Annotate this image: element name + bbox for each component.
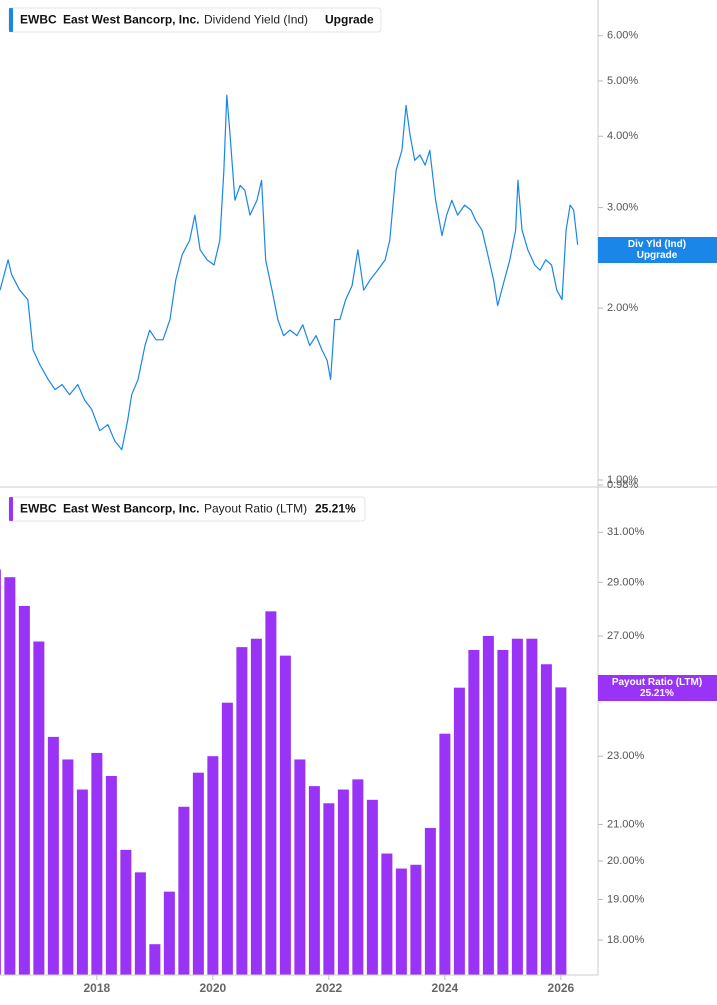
bar bbox=[294, 759, 306, 975]
bar bbox=[453, 687, 465, 975]
bar bbox=[33, 641, 45, 975]
y-tick-label: 4.00% bbox=[607, 130, 638, 142]
badge-label: Div Yld (Ind) bbox=[628, 239, 686, 250]
legend-value: Upgrade bbox=[325, 13, 374, 27]
y-tick-label: 31.00% bbox=[607, 526, 645, 538]
legend: EWBC East West Bancorp, Inc. Payout Rati… bbox=[8, 496, 366, 522]
bar bbox=[366, 799, 378, 975]
legend-company: East West Bancorp, Inc. bbox=[63, 502, 199, 516]
x-tick-label: 2022 bbox=[316, 981, 343, 995]
bar bbox=[511, 638, 523, 975]
legend-company: East West Bancorp, Inc. bbox=[63, 13, 199, 27]
bar bbox=[192, 772, 204, 975]
badge-value: 25.21% bbox=[640, 688, 674, 699]
y-tick-label: 21.00% bbox=[607, 818, 645, 830]
line-series bbox=[0, 94, 579, 451]
bar bbox=[337, 789, 349, 975]
x-tick-label: 2026 bbox=[548, 981, 575, 995]
bar bbox=[250, 638, 262, 975]
y-tick-label: 6.00% bbox=[607, 30, 638, 42]
bar bbox=[134, 872, 146, 975]
legend-swatch bbox=[9, 8, 13, 32]
bar bbox=[424, 828, 436, 975]
bar bbox=[526, 638, 538, 975]
bar bbox=[265, 611, 277, 975]
bar bbox=[308, 786, 320, 975]
legend: EWBC East West Bancorp, Inc. Dividend Yi… bbox=[8, 7, 382, 33]
legend-value: 25.21% bbox=[315, 502, 356, 516]
y-tick-label: 20.00% bbox=[607, 855, 645, 867]
legend-ticker: EWBC bbox=[20, 502, 57, 516]
badge-label: Payout Ratio (LTM) bbox=[612, 677, 702, 688]
bar bbox=[410, 864, 422, 975]
legend-series: Payout Ratio (LTM) bbox=[204, 502, 307, 516]
bar bbox=[439, 733, 451, 975]
bar bbox=[221, 702, 233, 975]
bar bbox=[279, 655, 291, 975]
bar bbox=[91, 752, 103, 975]
x-tick-label: 2020 bbox=[200, 981, 227, 995]
x-tick-label: 2024 bbox=[432, 981, 459, 995]
y-tick-label: 23.00% bbox=[607, 750, 645, 762]
y-tick-label: 5.00% bbox=[607, 75, 638, 87]
y-tick-label: 27.00% bbox=[607, 630, 645, 642]
bar bbox=[468, 649, 480, 975]
y-tick-label: 29.00% bbox=[607, 576, 645, 588]
bar bbox=[163, 891, 175, 975]
plot-area bbox=[0, 569, 567, 975]
bar bbox=[540, 664, 552, 975]
y-tick-label: 0.98% bbox=[607, 479, 638, 491]
bar bbox=[178, 806, 190, 975]
bar bbox=[323, 803, 335, 975]
y-tick-label: 2.00% bbox=[607, 302, 638, 314]
bar bbox=[62, 759, 74, 975]
bar bbox=[482, 635, 494, 975]
badge-box bbox=[598, 237, 717, 263]
bar bbox=[381, 853, 393, 975]
y-tick-label: 19.00% bbox=[607, 893, 645, 905]
badge-value: Upgrade bbox=[637, 250, 678, 261]
badge: Div Yld (Ind) Upgrade bbox=[598, 237, 717, 263]
badge: Payout Ratio (LTM) 25.21% bbox=[598, 675, 717, 701]
y-tick-label: 18.00% bbox=[607, 934, 645, 946]
bar bbox=[207, 756, 219, 975]
legend-swatch bbox=[9, 497, 13, 521]
bar bbox=[105, 776, 117, 975]
bar bbox=[497, 649, 509, 975]
bar bbox=[4, 577, 16, 975]
bar bbox=[352, 779, 364, 975]
bar bbox=[395, 868, 407, 975]
legend-series: Dividend Yield (Ind) bbox=[204, 13, 308, 27]
bar bbox=[0, 569, 1, 975]
x-tick-label: 2018 bbox=[84, 981, 111, 995]
bar bbox=[236, 647, 248, 975]
y-tick-label: 1.00% bbox=[607, 474, 638, 486]
bar bbox=[120, 849, 132, 975]
bar bbox=[18, 605, 30, 975]
bar bbox=[555, 687, 567, 975]
plot-area bbox=[0, 94, 579, 451]
bar bbox=[47, 736, 59, 975]
badge-box bbox=[598, 675, 717, 701]
bar bbox=[76, 789, 88, 975]
bar bbox=[149, 944, 161, 975]
y-tick-label: 3.00% bbox=[607, 201, 638, 213]
legend-ticker: EWBC bbox=[20, 13, 57, 27]
